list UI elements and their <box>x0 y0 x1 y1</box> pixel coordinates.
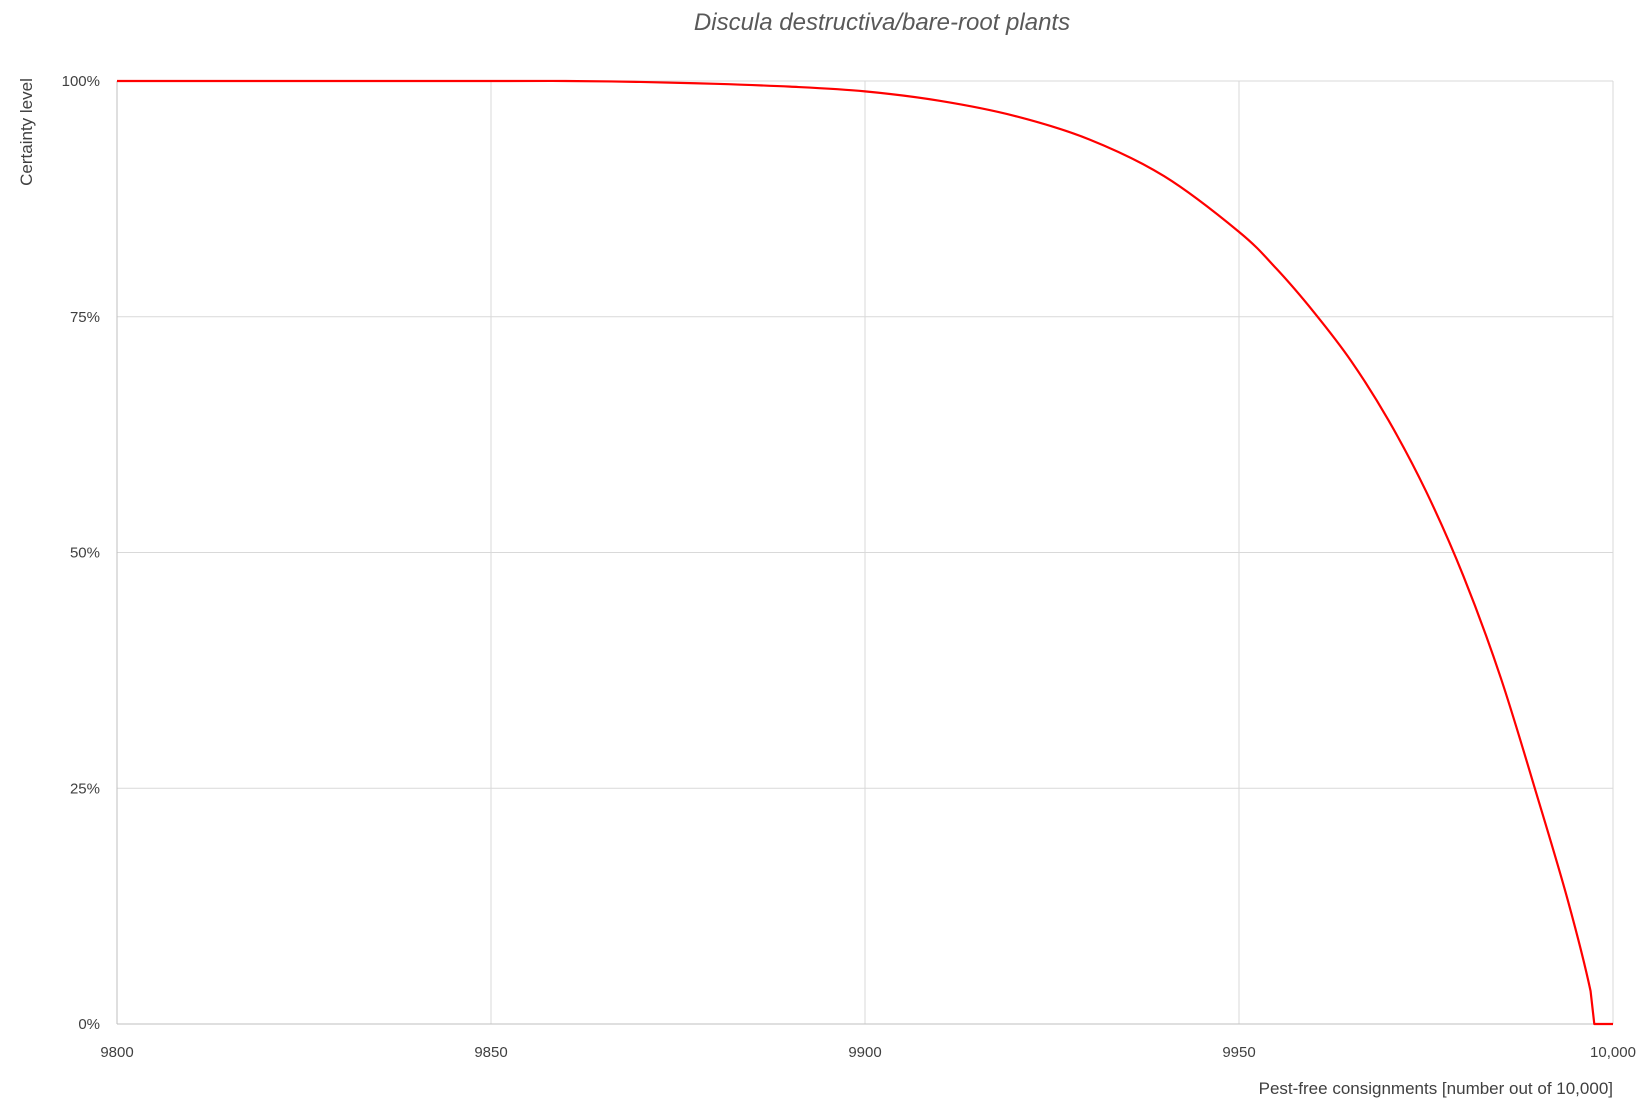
y-tick-label: 0% <box>78 1016 100 1033</box>
grid-lines <box>117 80 1614 1024</box>
axes <box>116 81 1613 1025</box>
x-tick-labels: 9800 9850 9900 9950 10,000 <box>100 1044 1636 1061</box>
series-line-0 <box>117 79 1613 1026</box>
series-group <box>117 79 1613 1026</box>
x-tick-label: 10,000 <box>1590 1044 1636 1061</box>
y-tick-labels: 0% 25% 50% 75% 100% <box>62 73 100 1033</box>
y-tick-label: 75% <box>70 309 100 326</box>
y-axis-label: Certainty level <box>17 78 36 186</box>
x-tick-label: 9900 <box>848 1044 881 1061</box>
x-tick-label: 9950 <box>1222 1044 1255 1061</box>
chart-title: Discula destructiva/bare-root plants <box>694 9 1070 36</box>
x-tick-label: 9800 <box>100 1044 133 1061</box>
y-tick-label: 100% <box>62 73 100 90</box>
y-tick-label: 50% <box>70 545 100 562</box>
x-tick-label: 9850 <box>474 1044 507 1061</box>
x-axis-label: Pest-free consignments [number out of 10… <box>1259 1079 1613 1098</box>
y-tick-label: 25% <box>70 780 100 797</box>
